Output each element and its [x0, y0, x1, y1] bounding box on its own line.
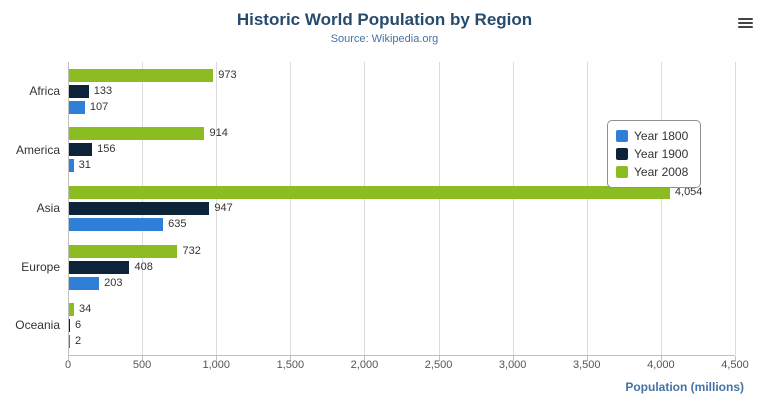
bar-value-label: 133 [93, 84, 113, 97]
bar-value-label: 31 [78, 159, 91, 172]
bar-year-1800-africa[interactable] [69, 100, 85, 114]
bar-value-label: 408 [134, 260, 153, 273]
axis-tick [735, 356, 736, 361]
legend-symbol [616, 148, 628, 160]
bar-year-1900-oceania[interactable] [69, 319, 70, 333]
grid-line [438, 62, 440, 355]
x-tick-label: 1,500 [276, 359, 305, 371]
bar-year-1900-america[interactable] [69, 143, 93, 157]
hamburger-line [737, 22, 753, 24]
bar-value-label: 203 [104, 276, 123, 289]
x-tick-label: 3,000 [498, 359, 527, 371]
chart-title: Historic World Population by Region [236, 10, 533, 29]
x-tick-label: 0 [64, 359, 72, 371]
plot-area: 973 133 107 914 156 31 4,054 947 635 732 408 203 34 6… [68, 62, 736, 361]
legend-symbol [616, 130, 628, 142]
x-axis-line [68, 355, 735, 356]
bar-value-label: 914 [209, 127, 228, 140]
bar-year-2008-europe[interactable] [69, 244, 178, 258]
bar-value-label: 34 [79, 303, 92, 316]
bar-value-label: 973 [218, 68, 237, 81]
bar-value-label: 4,054 [674, 186, 703, 198]
bar-year-1800-asia[interactable] [69, 218, 164, 231]
x-tick-label: 1,000 [202, 359, 230, 371]
axis-tick [142, 356, 144, 361]
value-axis-labels: 0 500 1,000 1,500 2,000 2,500 3,000 3,500 4,000 4… [65, 359, 749, 373]
grid-line [735, 62, 736, 355]
grid-line [216, 62, 218, 355]
x-tick-label: 2,000 [350, 359, 379, 371]
category-label: Europe [21, 259, 60, 274]
category-label: Oceania [15, 318, 60, 333]
x-tick-label: 2,500 [424, 359, 453, 371]
legend-item-year-1800[interactable]: Year 1800 [616, 127, 688, 145]
x-tick-label: 500 [132, 359, 152, 371]
bar-value-label: 2 [75, 335, 82, 348]
axis-tick [216, 356, 218, 361]
bar-year-2008-africa[interactable] [69, 68, 214, 82]
grid-line [290, 62, 292, 355]
grid-line [660, 62, 662, 355]
x-tick-label: 4,000 [647, 359, 675, 371]
bar-year-1800-europe[interactable] [69, 276, 100, 290]
axis-tick [68, 356, 69, 361]
chart-subtitle: Source: Wikipedia.org [330, 33, 439, 45]
legend-item-year-2008[interactable]: Year 2008 [616, 163, 688, 181]
grid-line [512, 62, 514, 355]
axis-tick [512, 356, 514, 361]
hamburger-menu-icon[interactable] [735, 16, 755, 32]
legend: Year 1800 Year 1900 Year 2008 [607, 120, 702, 188]
legend-label: Year 1800 [634, 129, 689, 143]
grid-line [586, 62, 588, 355]
legend-label: Year 1900 [634, 147, 689, 161]
bar-year-2008-asia[interactable] [69, 186, 670, 199]
legend-symbol [616, 166, 628, 178]
axis-tick [290, 356, 292, 361]
axis-tick [438, 356, 440, 361]
bar-year-1900-europe[interactable] [69, 260, 130, 274]
category-label: America [15, 142, 60, 157]
legend-item-year-1900[interactable]: Year 1900 [616, 145, 688, 163]
x-tick-label: 4,500 [721, 359, 749, 371]
axis-tick [586, 356, 588, 361]
x-tick-label: 3,500 [573, 359, 601, 371]
bar-value-label: 947 [214, 202, 233, 214]
grid-line [364, 62, 366, 355]
category-label: Africa [29, 84, 60, 98]
bar-year-1900-asia[interactable] [69, 202, 210, 215]
category-axis-labels: Africa America Asia Europe Oceania [0, 62, 60, 355]
bar-year-2008-oceania[interactable] [69, 303, 75, 317]
axis-tick [364, 356, 366, 361]
bar-year-1800-oceania[interactable] [69, 335, 70, 349]
bar-value-label: 732 [182, 244, 201, 257]
bar-year-1900-africa[interactable] [69, 84, 89, 98]
axis-tick [660, 356, 662, 361]
bar-value-label: 635 [168, 218, 187, 230]
bar-value-label: 156 [97, 143, 116, 156]
category-label: Asia [36, 201, 60, 216]
bar-value-label: 107 [89, 100, 109, 113]
legend-label: Year 2008 [634, 165, 689, 179]
y-axis-line [68, 62, 69, 355]
x-axis-title: Population (millions) [625, 380, 744, 394]
hamburger-line [737, 26, 753, 28]
bar-value-label: 6 [75, 319, 82, 332]
hamburger-line [737, 18, 753, 20]
bar-year-2008-america[interactable] [69, 127, 205, 141]
bar-year-1800-america[interactable] [69, 159, 74, 173]
